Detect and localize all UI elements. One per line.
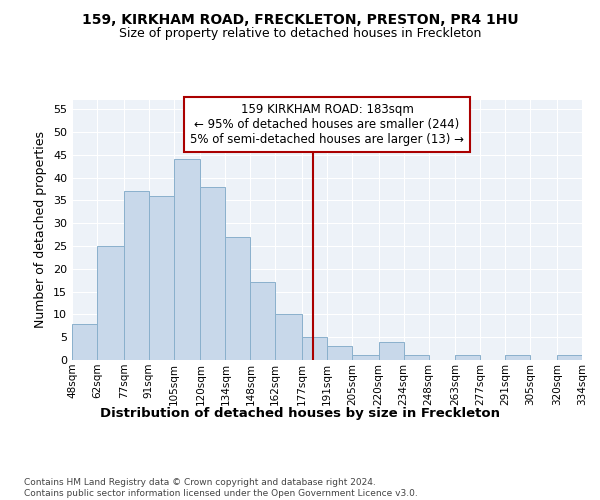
Bar [455,356,481,360]
Text: 159 KIRKHAM ROAD: 183sqm
← 95% of detached houses are smaller (244)
5% of semi-d: 159 KIRKHAM ROAD: 183sqm ← 95% of detach… [190,102,464,146]
Bar [149,196,173,360]
Bar [124,191,149,360]
Bar [250,282,275,360]
Bar [226,237,250,360]
Bar [72,324,97,360]
Text: Size of property relative to detached houses in Freckleton: Size of property relative to detached ho… [119,28,481,40]
Bar [379,342,404,360]
Bar [404,356,428,360]
Text: Distribution of detached houses by size in Freckleton: Distribution of detached houses by size … [100,408,500,420]
Bar [97,246,124,360]
Bar [557,356,582,360]
Bar [302,337,327,360]
Bar [173,160,200,360]
Y-axis label: Number of detached properties: Number of detached properties [34,132,47,328]
Text: Contains HM Land Registry data © Crown copyright and database right 2024.
Contai: Contains HM Land Registry data © Crown c… [24,478,418,498]
Bar [275,314,302,360]
Bar [200,186,226,360]
Text: 159, KIRKHAM ROAD, FRECKLETON, PRESTON, PR4 1HU: 159, KIRKHAM ROAD, FRECKLETON, PRESTON, … [82,12,518,26]
Bar [505,356,530,360]
Bar [352,356,379,360]
Bar [327,346,352,360]
